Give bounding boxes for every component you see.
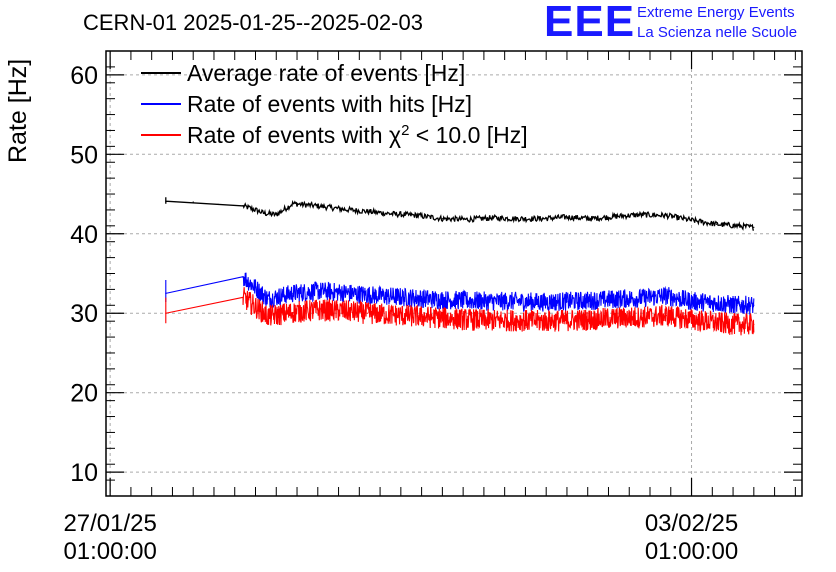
legend-label: Average rate of events [Hz] xyxy=(187,60,465,86)
series-line xyxy=(165,197,754,231)
series-line xyxy=(165,287,755,336)
x-tick-label-date: 03/02/25 xyxy=(645,510,738,537)
y-tick-label: 20 xyxy=(70,380,98,408)
y-axis-label: Rate [Hz] xyxy=(4,58,32,163)
logo-subtitle-1: Extreme Energy Events xyxy=(637,4,795,21)
eee-logo: EEE xyxy=(544,0,636,46)
grid-layer xyxy=(106,51,802,496)
data-point xyxy=(736,323,738,325)
data-point xyxy=(715,223,718,225)
plot-frame xyxy=(105,50,803,497)
axis-layer: 10203040506027/01/2501:00:0003/02/2501:0… xyxy=(63,50,802,565)
legend-label: Rate of events with hits [Hz] xyxy=(187,91,472,117)
x-tick-label-date: 27/01/25 xyxy=(63,510,156,537)
y-tick-label: 30 xyxy=(70,300,98,328)
y-tick-label: 60 xyxy=(70,62,98,90)
x-tick-label-time: 01:00:00 xyxy=(63,538,156,565)
legend-label: Rate of events with χ2 < 10.0 [Hz] xyxy=(187,122,528,149)
series-average xyxy=(165,197,755,231)
y-tick-label: 50 xyxy=(70,141,98,169)
x-tick-label-time: 01:00:00 xyxy=(645,538,738,565)
series-chi2 xyxy=(165,287,755,336)
series-layer xyxy=(165,197,755,336)
data-point xyxy=(753,226,755,229)
y-tick-label: 10 xyxy=(70,459,98,487)
data-point xyxy=(367,312,369,314)
y-tick-label: 40 xyxy=(70,221,98,249)
chart-title: CERN-01 2025-01-25--2025-02-03 xyxy=(83,10,423,35)
logo-subtitle-2: La Scienza nelle Scuole xyxy=(637,24,798,41)
legend: Average rate of events [Hz] Rate of event… xyxy=(141,60,528,148)
